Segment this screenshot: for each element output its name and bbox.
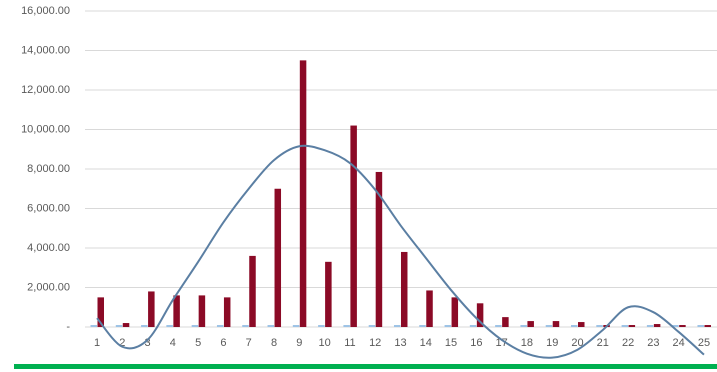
bar xyxy=(223,297,231,327)
x-tick-label: 17 xyxy=(496,337,508,349)
bar xyxy=(122,323,130,327)
x-tick-label: 18 xyxy=(521,337,533,349)
y-tick-label: - xyxy=(66,321,70,333)
trend-line xyxy=(96,144,705,359)
bar xyxy=(571,325,578,327)
y-tick-label: 10,000.00 xyxy=(21,123,70,135)
bar xyxy=(191,325,199,327)
y-tick-label: 2,000.00 xyxy=(27,281,70,293)
x-tick-label: 5 xyxy=(195,337,201,349)
x-tick-label: 12 xyxy=(369,337,381,349)
bar xyxy=(495,325,502,327)
x-tick-label: 8 xyxy=(271,337,277,349)
bar xyxy=(350,125,357,327)
bar xyxy=(148,291,155,327)
bar xyxy=(426,290,433,327)
bar xyxy=(596,325,603,327)
bar xyxy=(375,171,383,327)
bar xyxy=(552,321,560,327)
y-tick-label: 14,000.00 xyxy=(21,44,70,56)
bar xyxy=(267,325,275,327)
x-tick-label: 3 xyxy=(145,337,151,349)
x-tick-label: 7 xyxy=(246,337,252,349)
bar xyxy=(299,60,307,327)
x-tick-label: 6 xyxy=(220,337,226,349)
bar xyxy=(368,325,376,327)
y-tick-label: 8,000.00 xyxy=(27,163,70,175)
y-tick-label: 6,000.00 xyxy=(27,202,70,214)
bar xyxy=(672,325,679,327)
bar xyxy=(173,295,180,327)
bar xyxy=(451,297,459,327)
x-tick-label: 4 xyxy=(170,337,176,349)
bar xyxy=(628,325,636,327)
x-tick-label: 10 xyxy=(318,337,330,349)
bar xyxy=(318,325,325,327)
bar xyxy=(90,325,97,327)
bar xyxy=(141,325,148,327)
bar xyxy=(292,325,300,327)
bar xyxy=(419,325,426,327)
bar xyxy=(469,325,477,327)
x-tick-label: 1 xyxy=(94,337,100,349)
bar xyxy=(502,317,509,327)
bar xyxy=(476,303,484,327)
x-tick-label: 9 xyxy=(296,337,302,349)
y-tick-label: 12,000.00 xyxy=(21,84,70,96)
bar xyxy=(242,325,249,327)
bar xyxy=(115,325,123,327)
bar xyxy=(545,325,553,327)
x-tick-label: 19 xyxy=(546,337,558,349)
bar xyxy=(249,255,256,327)
bar xyxy=(97,297,104,327)
bar xyxy=(166,325,173,327)
x-tick-label: 2 xyxy=(119,337,125,349)
x-tick-label: 25 xyxy=(698,337,710,349)
bar xyxy=(527,321,534,327)
bar xyxy=(679,325,686,327)
x-tick-label: 23 xyxy=(647,337,659,349)
bar xyxy=(325,261,332,327)
bar xyxy=(646,325,654,327)
bar xyxy=(400,251,408,327)
bar xyxy=(216,325,224,327)
x-tick-label: 22 xyxy=(622,337,634,349)
x-tick-label: 16 xyxy=(470,337,482,349)
bar xyxy=(274,188,282,327)
y-tick-label: 4,000.00 xyxy=(27,242,70,254)
bar xyxy=(393,325,401,327)
bar xyxy=(343,325,350,327)
bar xyxy=(697,325,704,327)
x-tick-label: 11 xyxy=(344,337,355,349)
x-tick-label: 24 xyxy=(673,337,685,349)
x-tick-label: 14 xyxy=(420,337,432,349)
x-tick-label: 20 xyxy=(571,337,583,349)
y-tick-label: 16,000.00 xyxy=(21,5,70,17)
bar xyxy=(621,325,629,327)
x-tick-label: 15 xyxy=(445,337,457,349)
bar xyxy=(520,325,527,327)
bar xyxy=(704,325,711,327)
bar xyxy=(578,322,585,327)
bar xyxy=(444,325,452,327)
x-tick-label: 21 xyxy=(597,337,609,349)
footer-bar xyxy=(14,364,717,369)
x-tick-label: 13 xyxy=(394,337,406,349)
bar xyxy=(653,324,661,327)
bar xyxy=(198,295,206,327)
